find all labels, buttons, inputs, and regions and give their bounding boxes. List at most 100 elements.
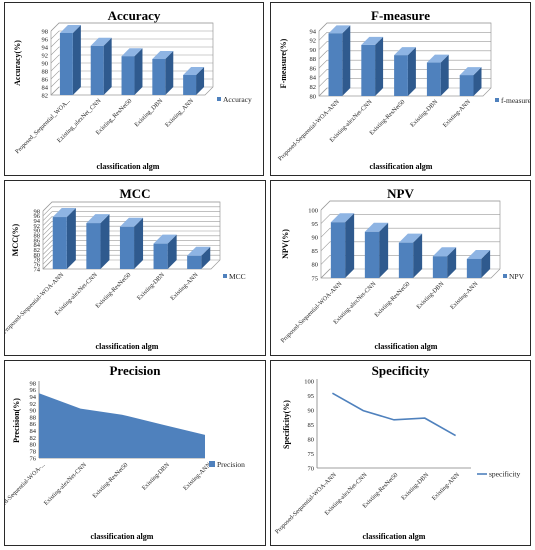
y-tick-label: 80	[34, 252, 41, 259]
gridline	[318, 31, 491, 41]
gridline	[320, 214, 500, 224]
gridline	[320, 241, 500, 252]
y-tick-label: 92	[34, 223, 41, 230]
category-label: Existing-ResNet50	[91, 461, 129, 499]
legend-label: NPV	[509, 272, 525, 281]
bar-5	[187, 246, 211, 269]
bar-front	[466, 258, 482, 278]
bar-top	[466, 249, 491, 259]
floor-edge	[50, 86, 60, 96]
bar-1	[59, 25, 81, 95]
bar-front	[153, 243, 168, 269]
x-axis-label: classification algm	[96, 342, 159, 351]
accuracy-chart: Accuracy Accuracy(%) classification algm 82…	[13, 8, 252, 171]
bar-front	[90, 45, 104, 95]
y-tick-label: 80	[308, 436, 315, 443]
y-tick-label: 88	[34, 232, 41, 239]
mcc-panel: MCC MCC(%) classification algm 74 76 78 80 82 84…	[4, 180, 266, 356]
bar-top	[153, 234, 177, 244]
bar-5	[183, 67, 205, 95]
chart-title: Specificity	[372, 363, 430, 378]
legend-swatch	[209, 461, 215, 467]
category-label: Proposed-Sequential-WOA-ANN	[274, 471, 338, 535]
bar-top	[119, 217, 144, 227]
gridline	[320, 227, 500, 238]
chart-title: F-measure	[371, 8, 430, 23]
bar-side	[165, 51, 174, 95]
y-tick-label: 78	[34, 257, 41, 264]
gridline	[42, 216, 220, 226]
specificity-chart: Specificity Specificity(%) classification …	[274, 363, 521, 541]
gridline	[50, 46, 213, 56]
chart-title: Precision	[109, 363, 161, 378]
y-tick-label: 80	[312, 262, 319, 269]
bar-front	[187, 255, 202, 269]
y-tick-label: 80	[30, 442, 37, 449]
category-label: Existing-alexNet-CNN	[43, 461, 89, 507]
y-tick-label: 96	[30, 387, 37, 394]
y-tick-label: 94	[310, 28, 317, 35]
y-tick-label: 90	[34, 228, 41, 235]
category-label: Existing-ResNet50	[94, 271, 132, 309]
x-axis-label: classification algm	[363, 532, 426, 541]
y-tick-label: 100	[308, 207, 318, 214]
y-tick-label: 74	[34, 266, 41, 273]
y-tick-label: 76	[34, 261, 41, 268]
bar-top	[398, 233, 423, 243]
bar-side	[134, 48, 143, 95]
y-tick-label: 98	[34, 208, 41, 215]
accuracy-panel: Accuracy Accuracy(%) classification algm 82…	[4, 2, 264, 176]
bar-5	[466, 249, 491, 278]
bar-front	[59, 33, 73, 95]
y-tick-label: 85	[308, 422, 315, 429]
bar-side	[103, 37, 112, 95]
gridline	[42, 221, 220, 231]
bar-5	[459, 67, 482, 96]
category-label: Existing-DBN	[415, 280, 446, 311]
bar-front	[394, 55, 408, 96]
fmeasure-chart: F-measure F-measure(%) classification algm…	[277, 8, 530, 171]
floor-edge	[320, 268, 331, 279]
y-tick-label: 90	[30, 408, 37, 415]
y-tick-label: 86	[42, 76, 49, 83]
y-tick-label: 84	[34, 242, 41, 249]
legend-swatch	[223, 274, 227, 278]
bar-top	[426, 54, 449, 63]
bar-front	[361, 44, 376, 96]
legend-label: specificity	[489, 470, 520, 479]
bar-side	[72, 25, 81, 95]
gridline	[42, 206, 220, 217]
y-tick-label: 76	[30, 455, 37, 462]
bar-front	[364, 231, 380, 278]
chart-title: Accuracy	[108, 8, 161, 23]
gridline	[50, 38, 213, 48]
legend-label: f-measure	[501, 96, 530, 105]
specificity-line	[332, 392, 456, 437]
bar-side	[342, 25, 351, 97]
y-tick-label: 94	[30, 394, 37, 401]
category-label: Proposed-Sequential-WOA-ANN	[5, 271, 66, 335]
bar-side	[66, 208, 76, 269]
y-tick-label: 92	[42, 52, 49, 59]
y-tick-label: 86	[30, 421, 37, 428]
legend: Precision	[209, 460, 245, 469]
gridline	[42, 211, 220, 221]
y-tick-label: 82	[42, 92, 49, 99]
y-tick-label: 88	[30, 414, 37, 421]
legend-swatch	[503, 274, 507, 278]
legend-swatch	[495, 98, 499, 102]
category-label: Existing-ANN	[449, 280, 480, 311]
bar-side	[379, 222, 389, 278]
floor-edge	[318, 87, 328, 97]
category-label: Existing-ANN	[182, 461, 213, 492]
gridline	[318, 50, 491, 60]
y-tick-label: 82	[30, 435, 37, 442]
bar-4	[426, 54, 449, 96]
y-tick-label: 75	[312, 275, 319, 282]
specificity-panel: Specificity Specificity(%) classification …	[270, 360, 531, 546]
category-label: Proposed-Sequential-WOA-ANN	[277, 98, 341, 162]
bar-2	[86, 214, 110, 269]
y-tick-label: 95	[312, 221, 319, 228]
y-tick-label: 82	[310, 84, 317, 91]
bar-front	[86, 223, 101, 269]
